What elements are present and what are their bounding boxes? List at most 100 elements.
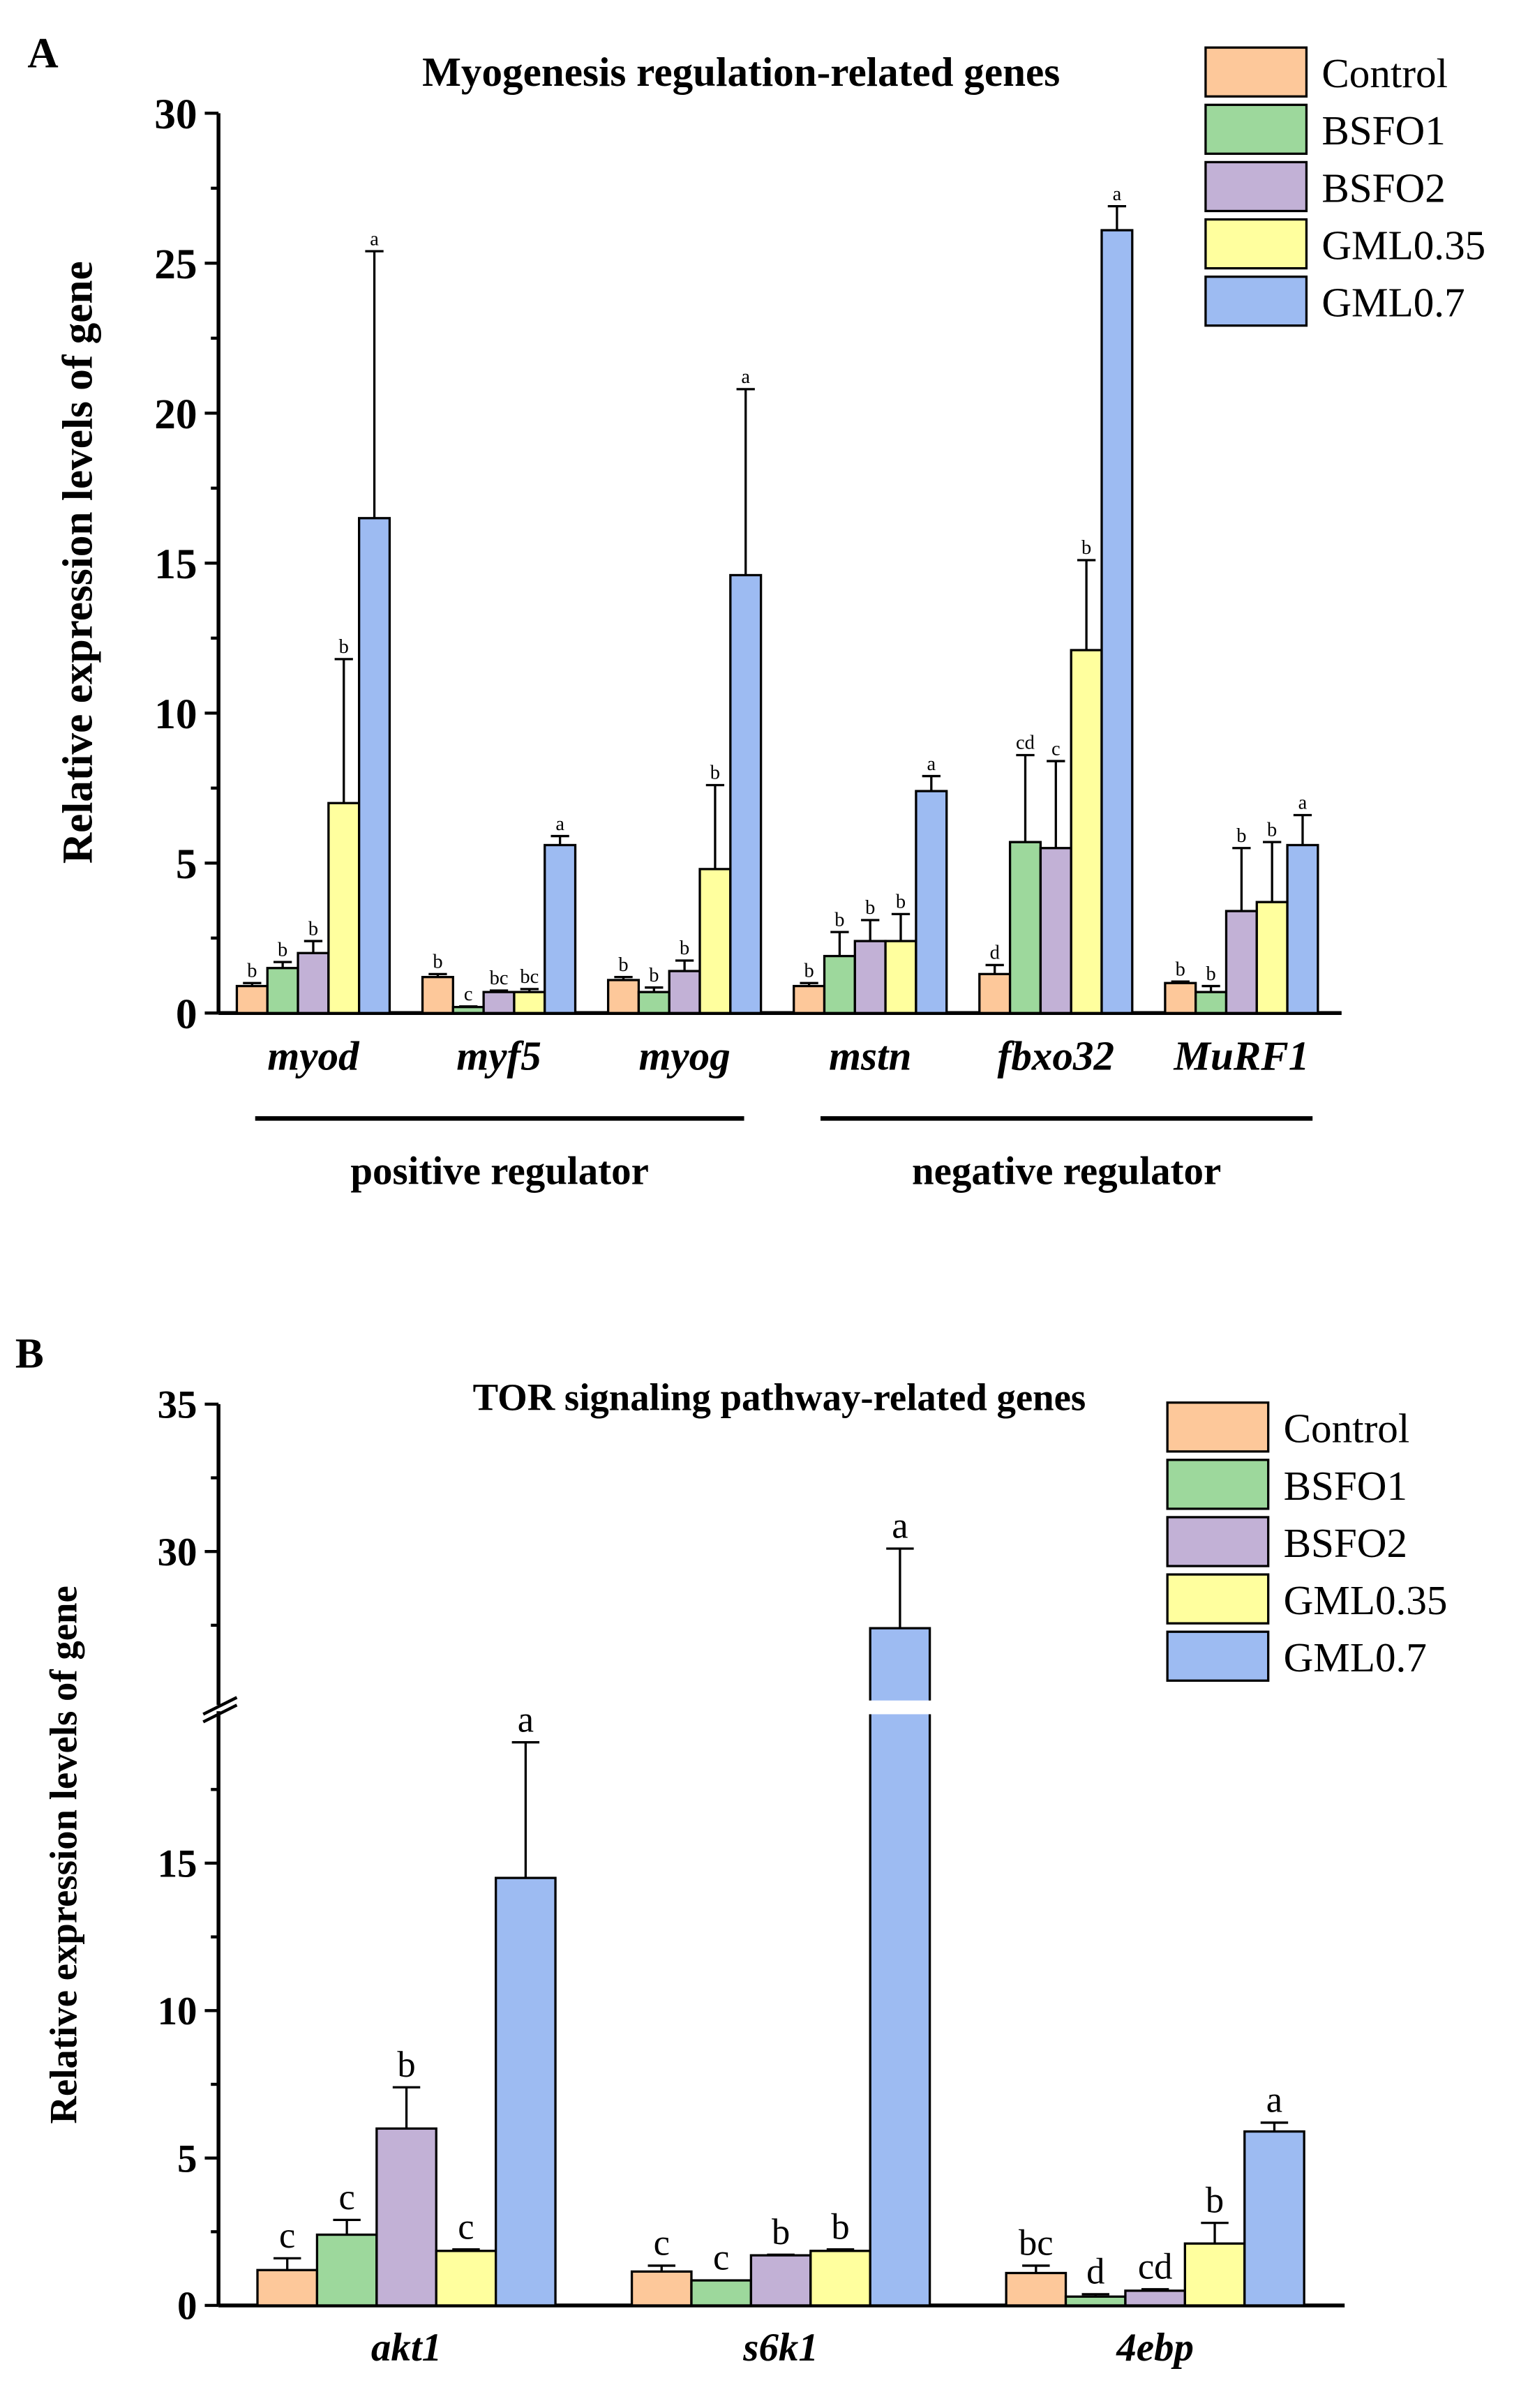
y-tick-label: 10	[154, 691, 197, 738]
significance-letter: b	[896, 891, 906, 913]
significance-letter: b	[1176, 958, 1185, 980]
y-tick-label: 30	[158, 1530, 197, 1574]
significance-letter: c	[458, 2206, 474, 2247]
chart-a-title: Myogenesis regulation-related genes	[422, 49, 1060, 95]
significance-letter: c	[713, 2238, 729, 2278]
significance-letter: b	[433, 951, 442, 973]
significance-letter: b	[618, 954, 628, 976]
y-tick-label: 35	[158, 1383, 197, 1427]
significance-letter: b	[247, 960, 257, 981]
legend-swatch	[1166, 1401, 1270, 1453]
significance-letter: c	[338, 2177, 354, 2218]
bar	[606, 979, 641, 1014]
bar	[915, 790, 948, 1014]
legend-swatch	[1204, 103, 1308, 156]
bar	[823, 954, 856, 1014]
bar	[1124, 2289, 1186, 2307]
bar	[375, 2127, 437, 2307]
legend-label: BSFO2	[1321, 165, 1445, 211]
bar	[435, 2250, 497, 2307]
significance-letter: b	[834, 909, 844, 931]
bar	[698, 868, 732, 1014]
bar	[668, 970, 701, 1014]
x-tick-label: akt1	[371, 2326, 442, 2370]
x-tick-label: myod	[267, 1032, 360, 1078]
significance-letter: bc	[490, 968, 509, 989]
x-tick-label: s6k1	[742, 2326, 818, 2370]
significance-letter: b	[772, 2212, 790, 2252]
y-tick-label: 0	[176, 991, 197, 1038]
bar	[869, 1627, 931, 2307]
significance-letter: a	[1266, 2080, 1282, 2121]
bar	[729, 573, 763, 1014]
x-tick-label: myog	[638, 1032, 730, 1078]
legend-swatch	[1166, 1573, 1270, 1625]
bar	[513, 991, 546, 1014]
bar	[327, 802, 361, 1014]
chart-b-title: TOR signaling pathway-related genes	[473, 1376, 1086, 1419]
significance-letter: a	[741, 366, 750, 388]
significance-letter: cd	[1138, 2246, 1173, 2287]
legend-label: BSFO1	[1284, 1463, 1407, 1509]
significance-letter: c	[464, 984, 473, 1005]
significance-letter: c	[1051, 738, 1061, 760]
significance-letter: b	[1081, 537, 1091, 559]
bar	[266, 967, 299, 1014]
x-tick-label: 4ebp	[1116, 2326, 1194, 2370]
legend-label: GML0.7	[1321, 280, 1465, 326]
bar	[809, 2250, 871, 2307]
y-tick-label: 20	[154, 391, 197, 438]
significance-letter: b	[1206, 963, 1215, 985]
axis-break-mark	[202, 1703, 238, 1724]
bar	[1008, 841, 1042, 1014]
group-label: negative regulator	[912, 1150, 1221, 1194]
bar	[978, 972, 1012, 1014]
significance-letter: a	[1113, 183, 1122, 205]
significance-letter: b	[1267, 819, 1277, 841]
significance-letter: b	[649, 965, 659, 986]
bar	[853, 940, 887, 1014]
legend-swatch	[1166, 1630, 1270, 1682]
x-tick-label: MuRF1	[1173, 1032, 1309, 1078]
bar	[1183, 2242, 1246, 2307]
panel-label-b: B	[15, 1330, 44, 1377]
significance-letter: a	[927, 753, 936, 775]
y-tick-label: 25	[154, 241, 197, 288]
legend-swatch	[1204, 46, 1308, 98]
bar	[358, 517, 391, 1014]
bar	[1286, 843, 1319, 1014]
legend-label: GML0.35	[1284, 1577, 1448, 1623]
y-tick-label: 10	[158, 1989, 197, 2033]
significance-letter: a	[555, 813, 564, 835]
x-tick-label: fbxo32	[998, 1032, 1115, 1078]
y-tick-label: 15	[154, 541, 197, 588]
significance-letter: a	[892, 1506, 908, 1547]
legend-label: GML0.7	[1284, 1634, 1427, 1680]
bar	[544, 843, 577, 1014]
significance-letter: c	[654, 2223, 670, 2264]
y-tick-label: 5	[177, 2137, 197, 2181]
significance-letter: b	[710, 762, 720, 784]
bar	[1243, 2130, 1305, 2307]
bar	[1005, 2271, 1068, 2307]
x-tick-label: mstn	[829, 1032, 911, 1078]
significance-letter: b	[680, 938, 689, 959]
legend-label: BSFO1	[1321, 107, 1445, 153]
bar	[1039, 847, 1072, 1014]
legend-label: BSFO2	[1284, 1520, 1407, 1566]
significance-letter: b	[1206, 2180, 1224, 2220]
bar	[482, 991, 516, 1014]
group-label: positive regulator	[350, 1150, 649, 1194]
y-tick-label: 0	[177, 2285, 197, 2328]
bar	[421, 976, 454, 1014]
bar	[235, 984, 269, 1014]
y-tick-label: 30	[154, 91, 197, 138]
x-tick-label: myf5	[456, 1032, 541, 1078]
bar	[1100, 229, 1134, 1014]
significance-letter: b	[339, 636, 349, 658]
significance-letter: a	[370, 228, 379, 250]
significance-letter: a	[518, 1699, 534, 1740]
